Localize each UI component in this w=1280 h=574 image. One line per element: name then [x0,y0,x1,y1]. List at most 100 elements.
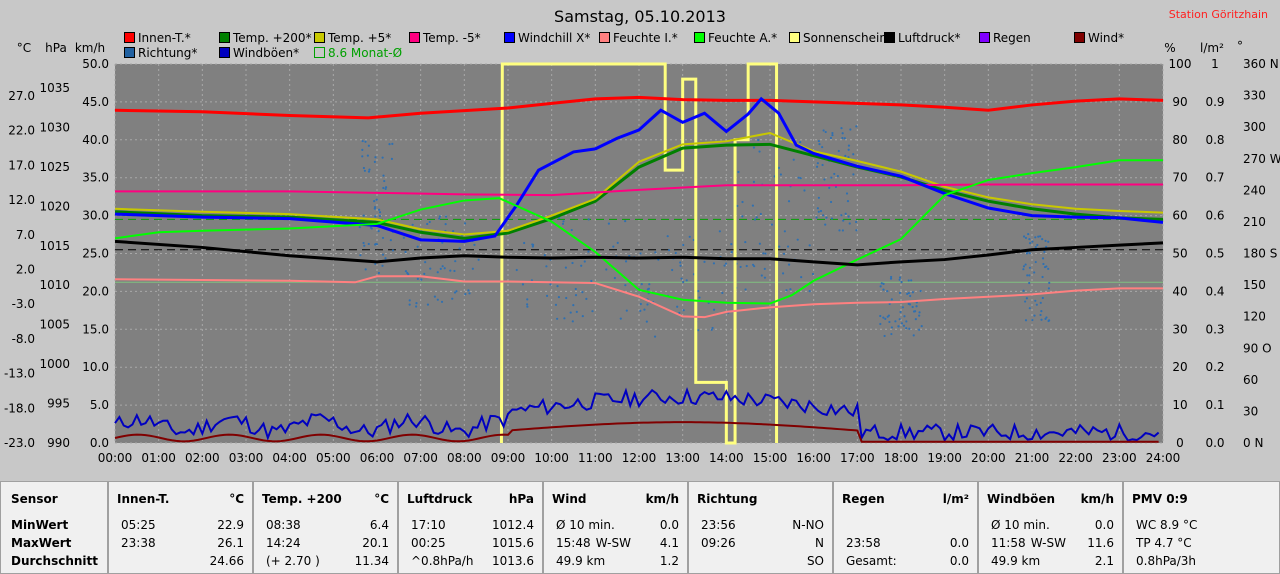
direction-point [1048,319,1051,322]
direction-point [464,293,467,296]
legend-item: Windböen* [219,46,299,60]
direction-point [1022,268,1025,271]
direction-point [426,303,430,306]
legend-item: Temp. +5* [314,31,391,45]
direction-point [574,294,578,297]
series-line-feuchte-i- [114,275,1163,319]
series-line-luftdruck- [114,239,1164,267]
direction-point [1028,281,1031,285]
direction-point [1024,319,1028,322]
x-tick-label: 19:00 [927,451,962,465]
direction-point [800,276,803,279]
direction-point [787,263,791,266]
direction-point [679,261,682,264]
direction-point [674,251,677,255]
direction-point [1047,267,1050,270]
direction-point [467,289,470,292]
direction-point [368,168,371,171]
direction-point [829,136,833,140]
table-row: 49.9 km 1.2 [552,554,679,572]
direction-point [847,215,850,218]
direction-point [362,214,365,217]
direction-point [373,207,376,210]
cell-label: (+ 2.70 ) [266,554,320,568]
weather-chart: 00:00 01:00 02:00 03:00 04:00 05:00 06:00 07:00… [3,7,1280,465]
cell-label: 17:10 [411,518,446,532]
direction-point [1045,245,1048,248]
direction-point [416,245,419,248]
direction-point [1045,265,1048,268]
direction-point [751,204,754,207]
direction-point [845,192,849,195]
y-temp-tick: 2.0 [16,263,35,277]
legend-swatch [789,32,800,43]
legend-swatch [694,32,705,43]
direction-point [745,264,748,268]
direction-point [452,230,455,233]
direction-point [381,253,385,256]
direction-point [473,243,476,246]
cell-value: 4.1 [659,536,679,550]
direction-point [384,257,387,260]
direction-point [581,291,584,294]
direction-point [822,214,825,217]
direction-point [718,230,721,233]
direction-point [758,242,761,245]
chart-title: Samstag, 05.10.2013 [554,7,726,26]
y-temp-tick: -13.0 [4,367,35,381]
y-kmh-tick: 20.0 [82,284,109,298]
y-temp-tick: 22.0 [8,124,35,138]
direction-point [1034,246,1037,249]
direction-point [900,280,903,284]
direction-point [905,327,908,330]
y-deg-tick: 60 [1243,373,1258,387]
direction-point [764,252,767,255]
direction-point [905,320,908,323]
direction-point [1041,275,1044,279]
y-deg-tick: 150 [1243,278,1266,292]
y-kmh-tick: 10.0 [82,360,109,374]
direction-point [373,160,376,163]
direction-point [521,283,525,286]
legend-label: Wind* [1088,31,1125,45]
y-deg-tick: 180 S [1243,247,1277,261]
direction-point [902,324,906,327]
column-unit: l/m² [942,492,969,506]
x-tick-label: 24:00 [1146,451,1181,465]
table-row: 0.8hPa/3h [1132,554,1271,572]
direction-point [455,290,458,293]
direction-point [789,288,792,291]
direction-point [894,320,897,323]
cell-value: 11.34 [354,554,389,568]
cell-label: 23:58 [846,536,881,550]
direction-point [646,303,649,306]
direction-point [908,327,911,330]
stats-column: Richtung 23:56 N-NO 09:26 N SO [688,481,833,574]
direction-point [564,266,567,269]
direction-point [557,296,561,299]
direction-point [685,279,688,282]
direction-point [817,196,821,199]
y-kmh-tick: 15.0 [82,322,109,336]
direction-point [369,226,372,229]
direction-point [468,292,471,295]
series-line-windboeen [114,387,1160,443]
cell-label: ^0.8hPa/h [411,554,474,568]
direction-point [543,253,546,257]
table-row: Gesamt: 0.0 [842,554,969,572]
direction-point [907,291,910,295]
y-pct-tick: 20 [1172,360,1187,374]
column-title: Luftdruck [407,492,473,506]
direction-point [757,138,760,142]
direction-point [899,310,902,314]
stats-column: Luftdruck hPa 17:10 1012.4 00:25 1015.6 ^0.8hP… [398,481,543,574]
column-title: Windböen [987,492,1055,506]
x-tick-label: 04:00 [272,451,307,465]
direction-point [1034,299,1037,302]
y-temp-tick: 12.0 [8,193,35,207]
series-line-wind [114,421,1159,443]
stats-column: PMV 0:9 WC 8.9 °C TP 4.7 °C 0.8hPa/3h [1123,481,1280,574]
direction-point [362,241,365,245]
direction-point [830,176,833,179]
x-tick-label: 12:00 [622,451,657,465]
